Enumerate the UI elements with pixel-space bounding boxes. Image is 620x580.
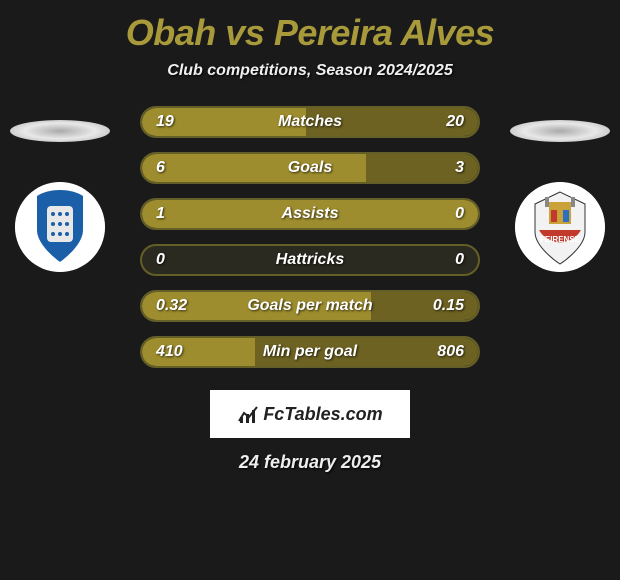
stat-right-value: 0.15 [433,297,478,315]
svg-text:FEIRENSE: FEIRENSE [540,235,581,244]
stat-label: Goals per match [247,297,372,315]
right-club-wrapper: FEIRENSE [510,120,610,272]
chart-icon [237,403,259,425]
stat-left-value: 0.32 [142,297,187,315]
stats-container: 19 Matches 20 6 Goals 3 1 Assists 0 0 Hattricks 0 0.… [140,106,480,368]
stat-right-value: 3 [455,159,478,177]
stat-right-value: 0 [455,251,478,269]
right-club-badge: FEIRENSE [515,182,605,272]
stat-right-value: 806 [437,343,478,361]
stat-label: Assists [282,205,339,223]
stat-row: 1 Assists 0 [140,198,480,230]
left-club-badge [15,182,105,272]
page-title: Obah vs Pereira Alves [0,0,620,54]
stat-row: 410 Min per goal 806 [140,336,480,368]
shield-icon: FEIRENSE [515,182,605,272]
shield-icon [15,182,105,272]
stat-label: Goals [288,159,332,177]
stat-left-value: 1 [142,205,165,223]
page-subtitle: Club competitions, Season 2024/2025 [0,62,620,80]
stat-label: Hattricks [276,251,344,269]
stat-row: 0 Hattricks 0 [140,244,480,276]
stat-fill-left [142,154,366,182]
stat-left-value: 0 [142,251,165,269]
stat-left-value: 6 [142,159,165,177]
logo-text: FcTables.com [263,404,382,425]
stat-row: 6 Goals 3 [140,152,480,184]
player-name-ellipse-right [510,120,610,142]
stat-row: 19 Matches 20 [140,106,480,138]
stat-right-value: 0 [455,205,478,223]
fctables-logo: FcTables.com [210,390,410,438]
player-name-ellipse-left [10,120,110,142]
stat-right-value: 20 [446,113,478,131]
left-club-wrapper [10,120,110,272]
stat-left-value: 19 [142,113,174,131]
stat-left-value: 410 [142,343,183,361]
stat-label: Matches [278,113,342,131]
stat-row: 0.32 Goals per match 0.15 [140,290,480,322]
stat-label: Min per goal [263,343,357,361]
date-text: 24 february 2025 [0,452,620,473]
